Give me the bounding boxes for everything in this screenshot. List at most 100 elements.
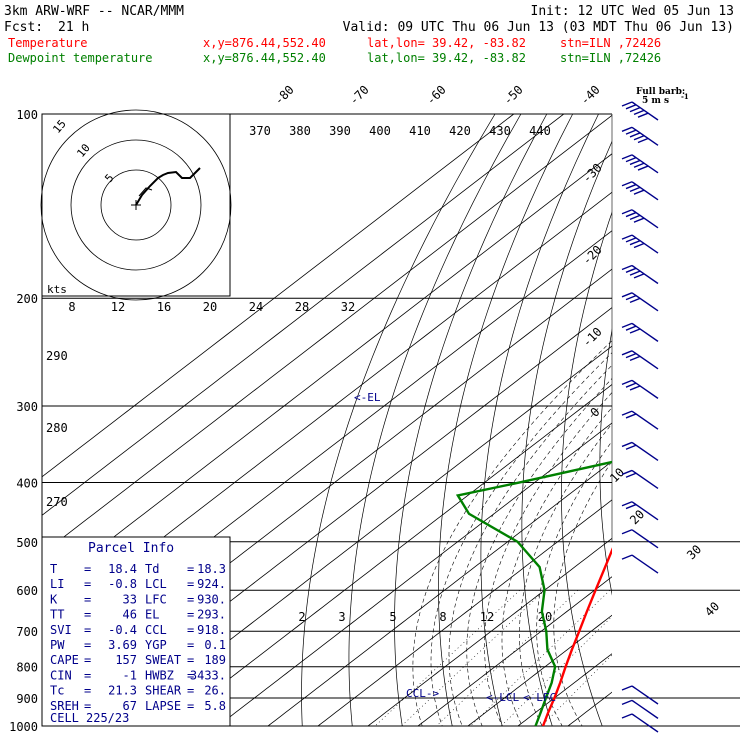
init-time: Init: 12 UTC Wed 05 Jun 13 <box>531 4 735 19</box>
wind-barb <box>621 322 659 342</box>
wind-barb <box>621 154 659 174</box>
wind-barb <box>621 529 659 549</box>
wind-barb-flag <box>621 713 633 719</box>
pressure-label: 500 <box>16 536 38 550</box>
legend: Temperature x,y=876.44,552.40 lat,lon= 3… <box>8 36 661 65</box>
dry-adiabat-line <box>301 114 496 726</box>
wind-barb <box>621 554 659 574</box>
legend-dewpoint-latlon: lat,lon= 39.42, -83.82 <box>367 51 526 65</box>
wind-barb-flag <box>621 154 633 160</box>
wind-barb-flag <box>625 211 637 218</box>
wind-barb-flag <box>621 350 633 356</box>
parcel-key: K <box>50 592 58 606</box>
parcel-value: 18.3 <box>197 562 226 576</box>
marker-el: <-EL <box>354 391 381 404</box>
parcel-equals: = <box>187 684 194 698</box>
wind-barb-flag <box>629 328 641 334</box>
parcel-value: 3.69 <box>108 638 137 652</box>
mixing-ratio-label: 8 <box>439 610 446 624</box>
parcel-cell-value: 225/23 <box>86 711 129 725</box>
parcel-value: 918. <box>197 623 226 637</box>
parcel-equals: = <box>84 684 91 698</box>
parcel-key: CIN <box>50 668 72 682</box>
parcel-value: 157 <box>115 653 137 667</box>
barb-legend: Full barb: 5 m s -1 <box>636 87 689 106</box>
wind-barb-flag <box>625 382 637 388</box>
parcel-key: TT <box>50 608 64 622</box>
wind-barb <box>621 292 659 312</box>
dry-adiabat-line <box>348 114 522 726</box>
isotherm-label: -10 <box>580 325 605 350</box>
dry-adiabat-line <box>561 211 612 726</box>
wind-barb-staff <box>631 292 659 312</box>
hodograph-trace <box>135 167 201 206</box>
pressure-axis-labels: 100 200 300 400 500 600 700 800 900 1000 <box>9 108 38 734</box>
mixing-ratio-line <box>541 654 612 726</box>
wind-barb-flag <box>637 165 649 171</box>
wind-barb <box>621 234 659 254</box>
wind-barb-flag <box>629 132 641 138</box>
isotherm-line <box>467 614 612 726</box>
wind-barb-flag <box>629 240 641 246</box>
wind-barb-flag <box>621 469 633 476</box>
marker-lcl: <-LCL <box>486 691 519 704</box>
wind-barb <box>621 379 659 399</box>
legend-dewpoint-xy: x,y=876.44,552.40 <box>203 51 326 65</box>
dry-adiabat-line <box>438 114 573 726</box>
wind-barb-staff <box>631 264 659 285</box>
forecast-hour: 21 h <box>58 20 89 35</box>
wind-barb-flag <box>621 101 633 107</box>
parcel-equals: = <box>187 699 194 713</box>
wind-barb-flag <box>633 135 645 141</box>
pressure-label: 100 <box>16 108 38 122</box>
wind-barb-flag <box>633 109 645 116</box>
dewpoint-profile <box>455 460 612 726</box>
parcel-key: T <box>50 562 57 576</box>
isotherm-label: -70 <box>347 83 372 108</box>
isotherm-line <box>267 460 612 726</box>
wind-barb-staff <box>631 529 659 549</box>
pressure-label: 900 <box>16 692 38 706</box>
mixing-ratio-line <box>436 590 579 726</box>
wind-barb <box>621 126 659 146</box>
profiles <box>455 460 612 726</box>
isotherm-label: 0 <box>588 405 603 420</box>
wind-barb-flag <box>621 181 633 187</box>
legend-temperature-latlon: lat,lon= 39.42, -83.82 <box>367 36 526 50</box>
wind-barb <box>621 264 659 285</box>
parcel-equals: = <box>187 638 194 652</box>
parcel-value: 33 <box>123 592 137 606</box>
parcel-value: -1 <box>123 668 137 682</box>
parcel-key: LAPSE <box>145 699 181 713</box>
marker-ccl: CCL-> <box>406 687 439 700</box>
wind-barb-flag <box>625 129 637 135</box>
isotherm-line <box>317 499 612 726</box>
wind-barb-staff <box>631 181 659 201</box>
marker-lfc: <-LFC <box>523 691 556 704</box>
wind-barb-staff <box>631 469 659 490</box>
mixing-ratio-line <box>470 590 611 726</box>
legend-temperature-xy: x,y=876.44,552.40 <box>203 36 326 50</box>
wind-barb-staff <box>631 379 659 399</box>
dry-adiabat-line <box>599 328 612 596</box>
parcel-value: 930. <box>197 592 226 606</box>
wind-barb-flag <box>621 410 633 416</box>
model-title: 3km ARW-WRF -- NCAR/MMM <box>4 4 184 19</box>
wind-barb-staff <box>631 101 659 121</box>
legend-dewpoint-stn: stn=ILN ,72426 <box>560 51 661 65</box>
wind-barb-flag <box>621 292 633 298</box>
hodograph-kts-label: kts <box>47 283 67 296</box>
parcel-value: -0.8 <box>108 577 137 591</box>
wind-barb-staff <box>631 234 659 254</box>
parcel-value: 67 <box>123 699 137 713</box>
wind-barb-flag <box>621 126 633 132</box>
mixing-ratio-line <box>374 590 520 726</box>
legend-temperature-stn: stn=ILN ,72426 <box>560 36 661 50</box>
mixing-ratio-labels: 2 3 5 8 12 20 <box>298 610 552 624</box>
hodograph-ring-label: 5 <box>102 171 116 184</box>
parcel-info-frame <box>41 536 231 727</box>
wind-barb-flag <box>637 112 649 118</box>
wind-barb-flag <box>621 699 633 706</box>
wind-barb-flag <box>621 379 633 386</box>
